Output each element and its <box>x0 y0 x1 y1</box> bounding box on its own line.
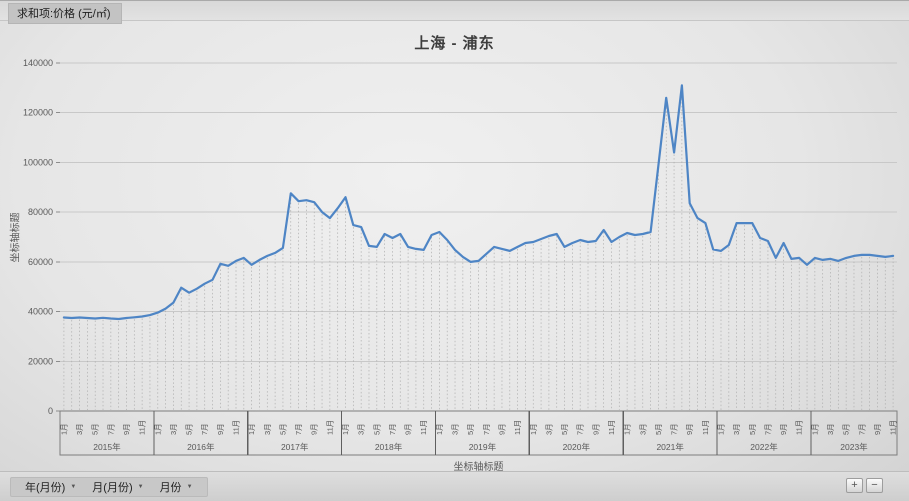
svg-text:5月: 5月 <box>372 423 381 435</box>
svg-text:7月: 7月 <box>763 423 772 435</box>
svg-text:2016年: 2016年 <box>187 442 215 452</box>
series-line[interactable] <box>62 84 895 321</box>
field-button-month-label: 月份 <box>159 482 182 494</box>
svg-text:9月: 9月 <box>216 423 225 435</box>
pivot-controls-bar: 年(月份) ▼ 月(月份) ▼ 月份 ▼ + − <box>0 471 909 501</box>
svg-text:3月: 3月 <box>826 423 835 435</box>
drop-lines <box>63 87 894 410</box>
field-button-month-group[interactable]: 月(月份) ▼ <box>84 479 151 495</box>
svg-text:120000: 120000 <box>23 108 53 118</box>
svg-text:5月: 5月 <box>185 423 194 435</box>
year-labels: 2015年 2016年 2017年 2018年 2019年 2020年 2021年 2022年… <box>93 442 868 452</box>
svg-text:7月: 7月 <box>106 423 115 435</box>
svg-text:5月: 5月 <box>842 423 851 435</box>
field-button-month-group-label: 月(月份) <box>92 482 133 494</box>
svg-text:1月: 1月 <box>153 423 162 435</box>
svg-text:1月: 1月 <box>59 423 68 435</box>
svg-text:11月: 11月 <box>701 420 710 435</box>
svg-text:1月: 1月 <box>529 423 538 435</box>
svg-text:7月: 7月 <box>857 423 866 435</box>
expand-field-button[interactable]: + <box>846 478 863 493</box>
svg-text:80000: 80000 <box>28 207 53 217</box>
svg-text:5月: 5月 <box>748 423 757 435</box>
svg-text:2019年: 2019年 <box>469 442 497 452</box>
svg-text:2018年: 2018年 <box>375 442 403 452</box>
svg-text:9月: 9月 <box>685 423 694 435</box>
svg-text:9月: 9月 <box>873 423 882 435</box>
svg-text:3月: 3月 <box>732 423 741 435</box>
svg-text:9月: 9月 <box>591 423 600 435</box>
svg-text:5月: 5月 <box>466 423 475 435</box>
svg-text:3月: 3月 <box>263 423 272 435</box>
svg-text:5月: 5月 <box>560 423 569 435</box>
svg-text:1月: 1月 <box>716 423 725 435</box>
y-axis-labels: 0 20000 40000 60000 80000 100000 120000 140000 <box>23 58 53 416</box>
svg-text:9月: 9月 <box>310 423 319 435</box>
month-tick-labels: 1月 3月 5月 7月 9月 11月 1月 3月 5月 7月 9月 11月 1月 3月 5月 7月 9月 11月 1… <box>59 420 897 435</box>
svg-text:1月: 1月 <box>435 423 444 435</box>
svg-text:100000: 100000 <box>23 157 53 167</box>
chevron-down-icon[interactable]: ▼ <box>137 484 144 490</box>
svg-text:5月: 5月 <box>278 423 287 435</box>
value-field-button[interactable]: 求和项:价格 (元/㎡) <box>8 3 122 24</box>
svg-text:7月: 7月 <box>670 423 679 435</box>
svg-text:9月: 9月 <box>122 423 131 435</box>
chevron-down-icon[interactable]: ▼ <box>186 484 193 490</box>
svg-text:2017年: 2017年 <box>281 442 309 452</box>
svg-text:9月: 9月 <box>404 423 413 435</box>
svg-text:11月: 11月 <box>795 420 804 435</box>
svg-text:2022年: 2022年 <box>750 442 778 452</box>
svg-text:11月: 11月 <box>419 420 428 435</box>
svg-text:11月: 11月 <box>232 420 241 435</box>
chart-title[interactable]: 上海 - 浦东 <box>414 35 495 52</box>
collapse-field-button[interactable]: − <box>866 478 883 493</box>
svg-text:5月: 5月 <box>91 423 100 435</box>
axis-field-bar: 年(月份) ▼ 月(月份) ▼ 月份 ▼ <box>10 477 208 497</box>
svg-text:7月: 7月 <box>576 423 585 435</box>
svg-text:11月: 11月 <box>889 420 898 435</box>
svg-text:1月: 1月 <box>623 423 632 435</box>
svg-text:1月: 1月 <box>810 423 819 435</box>
x-axis-title[interactable]: 坐标轴标题 <box>453 462 504 473</box>
svg-text:2023年: 2023年 <box>840 442 868 452</box>
svg-text:7月: 7月 <box>388 423 397 435</box>
field-button-month[interactable]: 月份 ▼ <box>152 479 201 495</box>
category-axis <box>59 410 898 456</box>
svg-text:0: 0 <box>48 406 53 416</box>
svg-text:7月: 7月 <box>482 423 491 435</box>
svg-text:3月: 3月 <box>638 423 647 435</box>
svg-text:3月: 3月 <box>544 423 553 435</box>
gridlines <box>56 62 897 412</box>
price-line-chart: 0 20000 40000 60000 80000 100000 120000 140000 1… <box>23 58 898 456</box>
svg-text:9月: 9月 <box>497 423 506 435</box>
svg-text:3月: 3月 <box>75 423 84 435</box>
svg-text:11月: 11月 <box>325 420 334 435</box>
y-axis-title[interactable]: 坐标轴标题 <box>10 212 22 263</box>
svg-text:1月: 1月 <box>341 423 350 435</box>
svg-text:60000: 60000 <box>28 257 53 267</box>
chevron-down-icon[interactable]: ▼ <box>70 484 77 490</box>
svg-text:7月: 7月 <box>294 423 303 435</box>
svg-text:3月: 3月 <box>357 423 366 435</box>
svg-text:2021年: 2021年 <box>656 442 684 452</box>
svg-text:11月: 11月 <box>138 420 147 435</box>
svg-text:1月: 1月 <box>247 423 256 435</box>
field-button-year-label: 年(月份) <box>25 482 66 494</box>
svg-text:140000: 140000 <box>23 58 53 68</box>
svg-text:20000: 20000 <box>28 356 53 366</box>
svg-text:11月: 11月 <box>513 420 522 435</box>
svg-text:2020年: 2020年 <box>563 442 591 452</box>
svg-text:40000: 40000 <box>28 307 53 317</box>
value-field-strip: 求和项:价格 (元/㎡) <box>0 1 909 24</box>
svg-text:7月: 7月 <box>200 423 209 435</box>
svg-text:2015年: 2015年 <box>93 442 121 452</box>
field-button-year[interactable]: 年(月份) ▼ <box>17 479 84 495</box>
svg-text:3月: 3月 <box>451 423 460 435</box>
svg-text:5月: 5月 <box>654 423 663 435</box>
svg-text:9月: 9月 <box>779 423 788 435</box>
svg-text:3月: 3月 <box>169 423 178 435</box>
svg-text:11月: 11月 <box>607 420 616 435</box>
